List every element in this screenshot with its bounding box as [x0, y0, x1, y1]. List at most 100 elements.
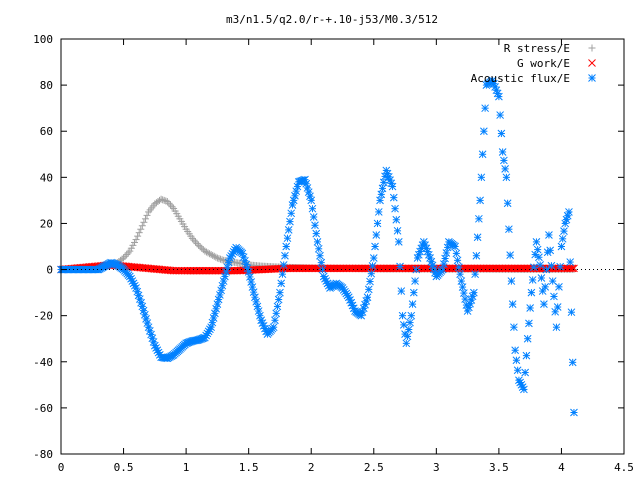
data-point	[547, 261, 556, 270]
data-point	[565, 208, 573, 216]
data-point	[503, 199, 512, 208]
data-point	[553, 303, 562, 311]
data-point	[209, 314, 218, 322]
data-point	[160, 196, 168, 204]
data-point	[495, 92, 503, 101]
data-point	[535, 253, 543, 262]
x-tick-label: 2.5	[364, 461, 384, 474]
data-point	[527, 288, 536, 297]
data-point	[210, 252, 218, 260]
data-point	[520, 385, 528, 394]
data-point	[505, 225, 513, 234]
y-tick-label: 80	[40, 79, 53, 92]
x-tick-label: 0	[58, 461, 65, 474]
data-point	[212, 304, 220, 313]
data-point	[271, 316, 279, 325]
data-point	[308, 204, 317, 213]
data-point	[143, 319, 152, 327]
data-point	[521, 368, 530, 377]
data-point	[249, 288, 258, 297]
data-point	[134, 232, 142, 240]
legend: R stress/E G work/E Acoustic flux/E	[471, 42, 596, 85]
data-point	[502, 173, 511, 182]
data-point	[378, 184, 387, 193]
legend-marker	[588, 59, 596, 67]
data-point	[460, 289, 468, 297]
data-point	[217, 286, 225, 295]
data-point	[307, 196, 316, 205]
data-point	[246, 273, 254, 281]
data-point	[216, 291, 224, 299]
data-point	[480, 127, 488, 136]
data-point	[393, 226, 402, 235]
data-point	[313, 238, 322, 246]
data-point	[129, 241, 137, 249]
data-point	[123, 251, 131, 259]
data-point	[131, 238, 139, 246]
data-point	[273, 302, 282, 311]
series-2	[57, 76, 578, 417]
data-point	[217, 255, 225, 263]
data-point	[560, 227, 568, 235]
data-point	[157, 195, 165, 203]
data-point	[248, 283, 257, 291]
data-point	[496, 111, 504, 119]
data-point	[411, 277, 419, 285]
data-point	[397, 287, 406, 295]
data-point	[481, 104, 489, 113]
legend-marker	[588, 44, 596, 52]
y-tick-label: -20	[33, 310, 53, 323]
data-point	[212, 253, 220, 261]
data-point	[470, 288, 478, 297]
y-tick-label: -40	[33, 356, 53, 369]
y-tick-label: 60	[40, 125, 53, 138]
data-point	[219, 277, 228, 285]
data-point	[126, 247, 134, 255]
data-point	[371, 242, 379, 251]
legend-label: G work/E	[517, 57, 570, 70]
data-point	[537, 274, 546, 282]
data-point	[471, 270, 479, 279]
data-point	[476, 196, 484, 205]
data-point	[542, 265, 551, 274]
data-point	[165, 199, 173, 207]
data-point	[570, 408, 578, 417]
data-point	[211, 309, 219, 318]
data-point	[374, 208, 383, 216]
data-point	[318, 265, 327, 274]
data-point	[391, 204, 399, 213]
marks-layer	[57, 76, 578, 417]
data-point	[475, 214, 483, 223]
data-point	[269, 323, 278, 332]
data-point	[451, 242, 459, 251]
data-point	[567, 308, 576, 317]
data-point	[407, 311, 416, 320]
data-point	[274, 295, 283, 304]
data-point	[224, 258, 233, 267]
data-point	[288, 201, 297, 209]
data-point	[198, 244, 206, 252]
data-point	[120, 254, 128, 262]
data-point	[132, 236, 140, 244]
data-point	[253, 302, 262, 311]
y-tick-label: 40	[40, 171, 53, 184]
data-point	[377, 190, 386, 199]
data-point	[458, 283, 467, 291]
data-point	[373, 219, 382, 228]
data-point	[388, 182, 397, 191]
data-point	[532, 238, 541, 246]
data-point	[550, 292, 558, 301]
plot-frame	[60, 38, 625, 455]
data-point	[254, 307, 263, 315]
data-point	[510, 323, 518, 332]
data-point	[404, 325, 413, 334]
y-tick-label: 100	[33, 33, 53, 46]
data-point	[279, 261, 288, 269]
data-point	[292, 187, 301, 196]
legend-label: R stress/E	[504, 42, 570, 55]
data-point	[528, 276, 537, 284]
data-point	[452, 249, 461, 258]
data-point	[287, 209, 296, 218]
data-point	[135, 229, 143, 237]
data-point	[314, 244, 323, 253]
